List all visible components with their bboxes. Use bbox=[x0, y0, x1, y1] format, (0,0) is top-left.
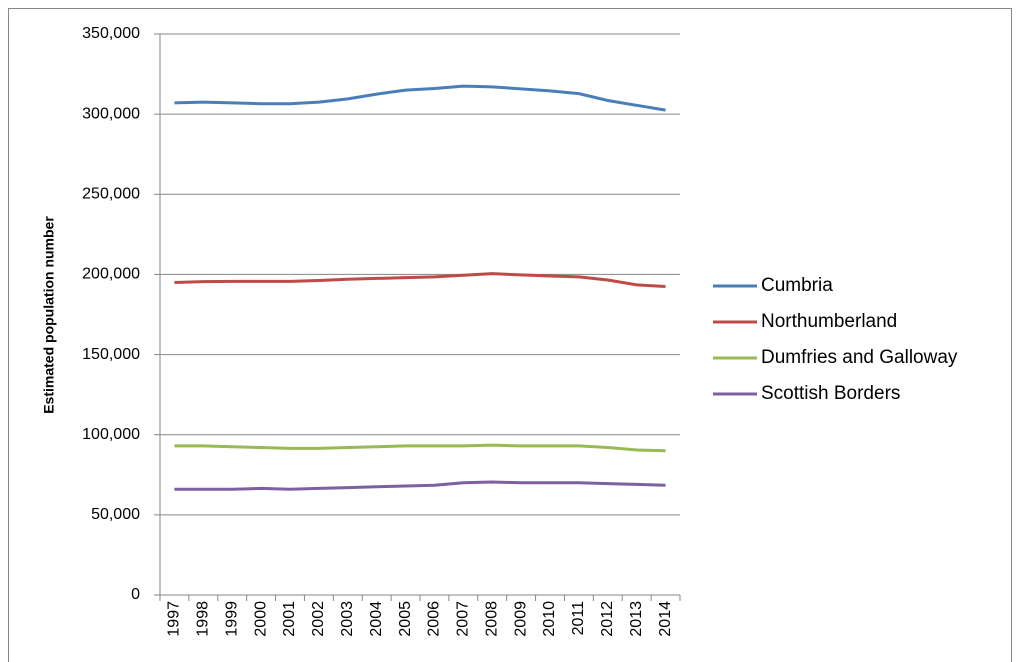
x-tick-label: 2009 bbox=[512, 601, 529, 637]
legend-label: Cumbria bbox=[761, 275, 833, 296]
y-tick-label: 350,000 bbox=[82, 25, 140, 42]
x-tick-label: 2005 bbox=[397, 601, 414, 637]
x-tick-label: 2000 bbox=[252, 601, 269, 637]
y-axis-label: Estimated population number bbox=[41, 216, 57, 414]
x-tick-label: 2001 bbox=[281, 601, 298, 637]
y-tick-label: 150,000 bbox=[82, 346, 140, 363]
x-tick-label: 2002 bbox=[310, 601, 327, 637]
x-tick-label: 2010 bbox=[541, 601, 558, 637]
y-tick-label: 200,000 bbox=[82, 266, 140, 283]
legend-label: Northumberland bbox=[761, 311, 897, 332]
x-tick-label: 2006 bbox=[426, 601, 443, 637]
series-line bbox=[174, 272, 666, 288]
x-tick-label: 2013 bbox=[628, 601, 645, 637]
x-tick-label: 1999 bbox=[223, 601, 240, 637]
y-tick-label: 50,000 bbox=[91, 506, 140, 523]
series-line bbox=[174, 480, 666, 491]
series-line bbox=[174, 443, 666, 453]
x-tick-label: 2011 bbox=[570, 601, 587, 636]
y-tick-label: 300,000 bbox=[82, 105, 140, 122]
chart-border bbox=[8, 8, 1012, 662]
x-tick-label: 2008 bbox=[483, 601, 500, 637]
x-tick-label: 2012 bbox=[599, 601, 616, 637]
x-tick-label: 2007 bbox=[455, 601, 472, 637]
y-tick-label: 250,000 bbox=[82, 186, 140, 203]
legend-label: Scottish Borders bbox=[761, 383, 900, 404]
x-tick-label: 2003 bbox=[339, 601, 356, 637]
series-line bbox=[174, 84, 666, 112]
legend-label: Dumfries and Galloway bbox=[761, 347, 958, 368]
x-tick-label: 1998 bbox=[195, 601, 212, 637]
x-tick-label: 2014 bbox=[657, 601, 674, 637]
y-tick-label: 0 bbox=[131, 586, 140, 603]
x-tick-label: 1997 bbox=[166, 601, 183, 637]
y-tick-label: 100,000 bbox=[82, 426, 140, 443]
x-tick-label: 2004 bbox=[368, 601, 385, 637]
